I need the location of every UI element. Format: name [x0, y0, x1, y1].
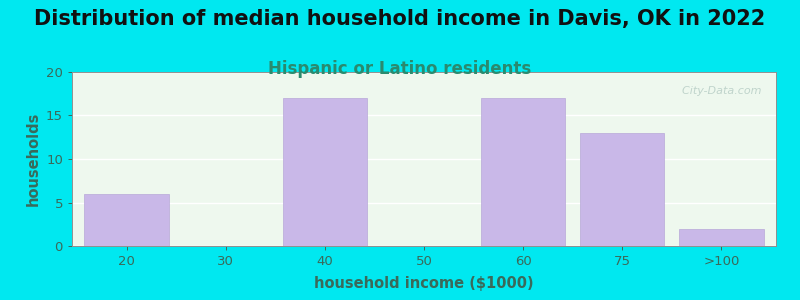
Text: City-Data.com: City-Data.com — [675, 86, 762, 96]
Text: Distribution of median household income in Davis, OK in 2022: Distribution of median household income … — [34, 9, 766, 29]
Y-axis label: households: households — [26, 112, 41, 206]
Text: Hispanic or Latino residents: Hispanic or Latino residents — [268, 60, 532, 78]
Bar — [282, 98, 367, 246]
Bar — [580, 133, 665, 246]
Bar — [481, 98, 566, 246]
X-axis label: household income ($1000): household income ($1000) — [314, 276, 534, 291]
Bar — [679, 229, 764, 246]
Bar — [84, 194, 169, 246]
